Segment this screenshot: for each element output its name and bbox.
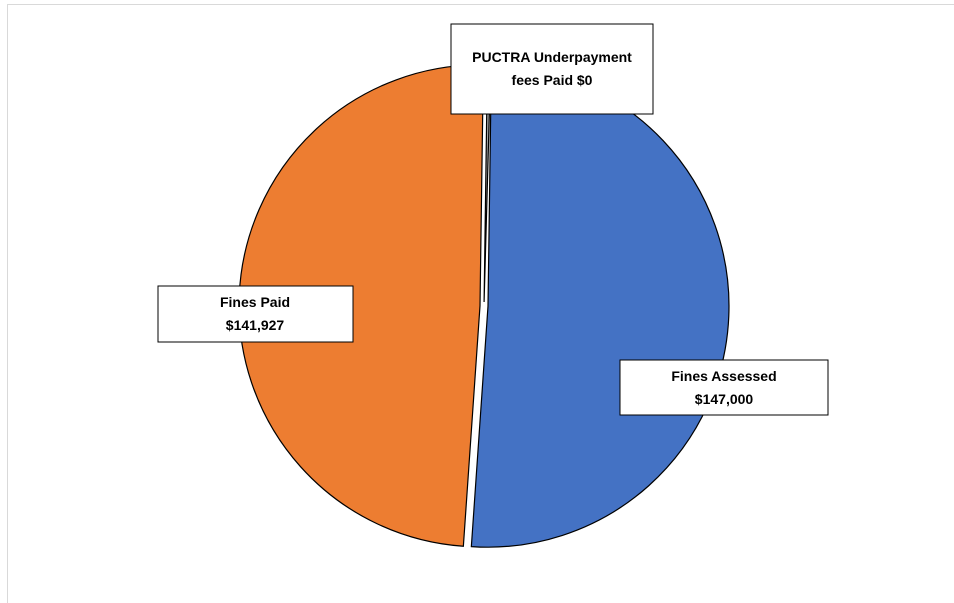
- data-label-fines-paid-line2: $141,927: [226, 317, 285, 333]
- data-label-box-puctra: [450, 23, 654, 115]
- data-label-fines-paid-line1: Fines Paid: [220, 294, 290, 310]
- pie-slices: [238, 60, 730, 548]
- data-label-puctra: PUCTRA Underpayment fees Paid $0: [450, 23, 654, 115]
- data-label-puctra-line2: fees Paid $0: [512, 72, 593, 88]
- data-label-fines-assessed-line2: $147,000: [695, 391, 754, 407]
- data-label-fines-assessed: Fines Assessed $147,000: [619, 359, 829, 416]
- data-label-box-fines-paid: [157, 285, 354, 343]
- data-label-box-fines-assessed: [619, 359, 829, 416]
- pie-slice-fines-assessed: [470, 64, 730, 548]
- data-label-puctra-line1: PUCTRA Underpayment: [472, 49, 632, 65]
- data-label-fines-assessed-line1: Fines Assessed: [671, 368, 776, 384]
- data-label-fines-paid: Fines Paid $141,927: [157, 285, 354, 343]
